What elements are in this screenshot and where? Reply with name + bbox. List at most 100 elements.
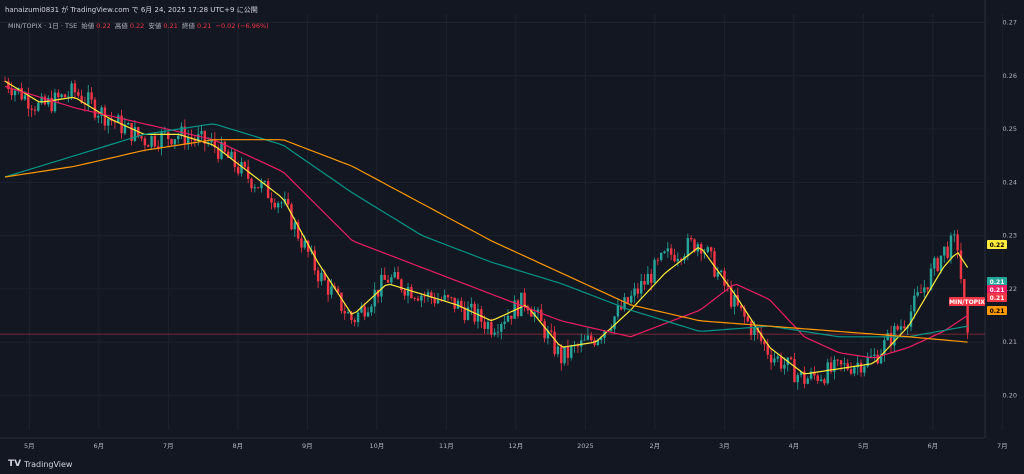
- candle-body: [483, 321, 486, 329]
- candle-body: [746, 316, 749, 322]
- candle-body: [186, 137, 190, 145]
- ohlc-legend: MIN/TOPIX · 1日 · TSE 始値 0.22 高値 0.22 安値 0.2…: [8, 20, 271, 30]
- y-tick-label: 0.23: [1003, 232, 1017, 240]
- candle-body: [646, 273, 650, 285]
- candle-body: [253, 187, 257, 189]
- candle-body: [173, 139, 177, 145]
- candle-body: [403, 290, 406, 296]
- candle-body: [446, 295, 450, 298]
- candle-body: [140, 136, 143, 139]
- candle-body: [20, 87, 23, 100]
- price-tag: [949, 297, 985, 306]
- candle-body: [13, 90, 17, 96]
- candle-body: [243, 162, 247, 167]
- candle-body: [316, 270, 320, 282]
- candle-body: [453, 297, 456, 309]
- candle-body: [496, 331, 500, 333]
- candle-body: [693, 239, 696, 252]
- candle-body: [326, 280, 330, 295]
- y-tick-label: 0.22: [1003, 285, 1017, 293]
- candle-body: [773, 358, 776, 363]
- candle-body: [623, 297, 626, 310]
- candle-body: [200, 130, 203, 135]
- y-tick-label: 0.27: [1003, 19, 1017, 27]
- close-label: 終値: [181, 22, 195, 30]
- candle-body: [160, 131, 163, 149]
- candle-body: [620, 305, 623, 310]
- candle-body: [949, 235, 953, 258]
- candle-body: [663, 251, 666, 253]
- candle-body: [183, 126, 187, 145]
- candle-body: [726, 285, 730, 287]
- candle-body: [616, 305, 620, 317]
- candle-body: [196, 134, 200, 142]
- candle-body: [753, 327, 756, 336]
- close-value: 0.21: [196, 22, 212, 30]
- candle-body: [393, 272, 396, 278]
- candle-body: [686, 237, 690, 257]
- x-tick-label: 5月: [858, 442, 869, 450]
- y-tick-label: 0.26: [1003, 72, 1017, 80]
- tradingview-wordmark: TradingView: [24, 459, 73, 469]
- candle-body: [127, 122, 130, 125]
- candle-body: [510, 315, 513, 319]
- candle-body: [77, 92, 80, 96]
- candle-body: [263, 181, 267, 182]
- candle-body: [520, 292, 523, 317]
- candle-body: [946, 246, 949, 258]
- candle-body: [719, 270, 723, 272]
- candle-body: [313, 250, 316, 271]
- candle-body: [430, 292, 433, 298]
- candle-body: [953, 234, 956, 236]
- candle-body: [919, 292, 923, 293]
- candle-body: [30, 108, 33, 110]
- candle-body: [213, 139, 217, 148]
- candle-body: [163, 131, 167, 133]
- candle-body: [153, 135, 157, 147]
- x-tick-label: 12月: [508, 442, 523, 450]
- candle-body: [293, 222, 296, 230]
- candle-body: [869, 355, 873, 357]
- candle-body: [423, 295, 426, 297]
- candle-body: [463, 307, 466, 320]
- candle-body: [863, 366, 866, 373]
- candle-body: [50, 98, 53, 112]
- candle-body: [763, 341, 766, 345]
- tradingview-footer[interactable]: 𝗧𝗩 TradingView: [8, 459, 72, 469]
- candle-body: [923, 287, 926, 293]
- candle-body: [236, 167, 240, 174]
- x-tick-label: 7月: [163, 442, 174, 450]
- price-tag-label: MIN/TOPIX: [949, 299, 985, 306]
- candle-body: [266, 181, 270, 199]
- candle-body: [180, 126, 183, 136]
- candle-body: [433, 297, 436, 304]
- candle-body: [336, 288, 340, 293]
- candle-body: [486, 322, 490, 329]
- candle-body: [659, 252, 663, 260]
- candle-body: [956, 234, 959, 251]
- candle-body: [823, 379, 826, 384]
- candle-body: [296, 222, 300, 239]
- candle-body: [260, 181, 263, 189]
- candle-body: [167, 131, 170, 139]
- price-tag: [987, 277, 1007, 286]
- candle-body: [583, 339, 586, 341]
- candle-body: [610, 328, 613, 331]
- candle-body: [963, 278, 966, 303]
- candle-body: [193, 139, 197, 142]
- symbol-label[interactable]: MIN/TOPIX · 1日 · TSE: [8, 22, 78, 30]
- candle-body: [410, 287, 413, 299]
- price-tag: [987, 306, 1007, 315]
- candle-body: [223, 141, 227, 152]
- candle-body: [216, 147, 220, 159]
- candle-body: [913, 295, 916, 312]
- candle-body: [836, 359, 839, 361]
- candle-body: [586, 335, 590, 340]
- candle-body: [123, 124, 127, 134]
- x-tick-label: 8月: [233, 442, 244, 450]
- x-tick-label: 11月: [439, 442, 454, 450]
- candle-body: [613, 316, 616, 329]
- candle-body: [443, 295, 446, 301]
- candle-body: [157, 146, 160, 149]
